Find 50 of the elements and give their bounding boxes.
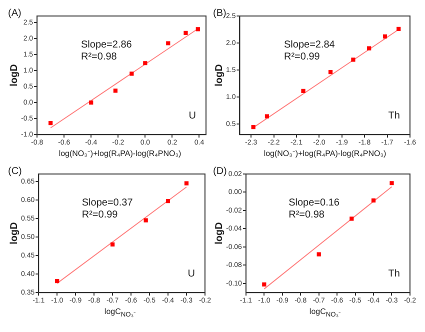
point — [301, 88, 306, 93]
point — [144, 218, 148, 222]
point — [390, 181, 394, 186]
point — [130, 72, 134, 76]
annotation: R²=0.99 — [284, 51, 320, 62]
y-axis-title: logD — [8, 64, 20, 86]
point — [166, 199, 170, 204]
annotation: R²=0.98 — [80, 51, 118, 62]
annotation: Th — [388, 268, 400, 280]
annotation: Slope=0.16 — [288, 197, 340, 208]
point — [371, 198, 376, 203]
point — [48, 121, 53, 126]
x-axis-title: logC$_{NO₃⁻}$ — [103, 306, 137, 321]
point — [89, 100, 94, 105]
point — [316, 252, 321, 256]
annotation: R²=0.99 — [82, 209, 118, 220]
point — [196, 27, 200, 32]
chart-title: (C) — [8, 166, 22, 177]
point — [184, 30, 188, 36]
point — [184, 181, 189, 186]
annotation: R²=0.98 — [288, 209, 325, 220]
annotation: Slope=2.86 — [80, 39, 132, 50]
x-axis-title: logC$_{NO₃⁻}$ — [308, 306, 342, 321]
chart-title: (B) — [213, 8, 226, 19]
point — [143, 61, 148, 66]
y-axis-title: logD — [214, 222, 225, 244]
x-axis-title: log(NO₃⁻)+log(R₄PA)-log(R₄PNO₃) — [58, 148, 182, 160]
annotation: U — [188, 268, 195, 280]
point — [55, 279, 60, 284]
point — [351, 58, 356, 62]
x-axis-title: log(NO₃⁻)+log(R₄PA)-log(R₄PNO₃) — [262, 148, 388, 160]
y-axis-title: logD — [214, 64, 225, 86]
point — [396, 26, 401, 31]
point — [113, 88, 118, 93]
chart-title: (A) — [8, 8, 22, 19]
chart-title: (D) — [213, 166, 227, 177]
point — [350, 216, 354, 221]
annotation: Slope=0.37 — [82, 197, 134, 208]
point — [328, 70, 333, 74]
annotation: Slope=2.84 — [284, 39, 336, 50]
point — [110, 242, 115, 246]
point — [262, 282, 266, 286]
annotation: U — [188, 110, 196, 122]
point — [264, 114, 270, 118]
y-axis-title: logD — [8, 222, 20, 244]
point — [251, 124, 256, 130]
point — [382, 34, 388, 39]
annotation: Th — [388, 110, 400, 122]
point — [166, 41, 170, 46]
point — [367, 46, 372, 50]
